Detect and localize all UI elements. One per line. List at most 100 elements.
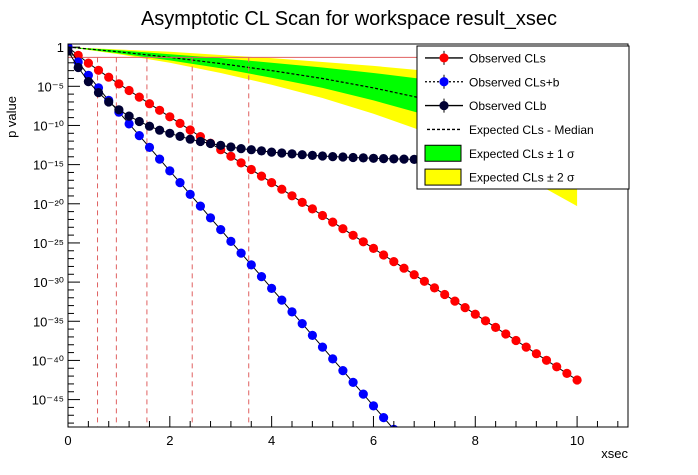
data-point <box>93 65 104 75</box>
data-point <box>93 88 104 98</box>
legend: Observed CLs Observed CLs+b Observed CLb Ex… <box>416 45 630 190</box>
data-point <box>155 105 165 115</box>
data-point <box>277 184 287 194</box>
data-point <box>358 389 368 399</box>
data-point <box>144 142 155 152</box>
data-point <box>379 413 389 423</box>
data-point <box>480 316 491 326</box>
data-point <box>348 377 358 387</box>
data-point <box>368 153 379 163</box>
data-point <box>420 460 429 469</box>
x-tick-label: 6 <box>370 433 377 448</box>
data-point <box>114 79 124 89</box>
legend-label: Expected CLs ± 2 σ <box>469 171 575 185</box>
data-point <box>307 330 317 340</box>
legend-item-band2: Expected CLs ± 2 σ <box>424 168 575 186</box>
data-point <box>277 148 287 158</box>
data-point <box>226 151 236 161</box>
data-point <box>287 149 297 159</box>
data-point <box>216 140 226 150</box>
data-point <box>368 243 379 253</box>
legend-item-band1: Expected CLs ± 1 σ <box>424 144 575 162</box>
y-tick-label: 10⁻³⁰ <box>33 275 64 290</box>
y-tick-label: 10⁻⁵ <box>37 79 64 94</box>
data-point <box>338 366 348 376</box>
data-point <box>205 213 216 223</box>
legend-label: Observed CLs+b <box>469 75 560 89</box>
data-point <box>236 248 246 258</box>
data-point <box>297 150 307 160</box>
data-point <box>165 166 175 176</box>
x-axis-label: xsec <box>601 446 628 461</box>
data-point <box>511 335 521 346</box>
data-point <box>226 236 236 246</box>
data-point <box>348 230 358 240</box>
y-tick-label: 1 <box>57 40 64 55</box>
data-point <box>267 147 277 157</box>
data-point <box>267 283 277 293</box>
data-point <box>317 210 328 221</box>
data-point <box>368 401 379 411</box>
axes: 0 2 4 6 8 10 1 10⁻⁵ 10⁻¹⁰ 10⁻¹⁵ 10⁻²⁰ 10⁻²⁵ 10⁻³⁰ 10⁻… <box>32 40 629 448</box>
data-point <box>399 437 408 446</box>
legend-label: Expected CLs ± 1 σ <box>469 147 575 161</box>
legend-item-clsb: Observed CLs+b <box>425 74 560 89</box>
data-point <box>246 145 256 155</box>
data-point <box>307 150 317 160</box>
data-point <box>531 349 542 359</box>
data-point <box>338 224 348 234</box>
data-point <box>429 283 440 293</box>
data-point <box>521 342 531 352</box>
data-point <box>144 121 155 131</box>
data-point <box>450 296 460 306</box>
legend-item-cls: Observed CLs <box>425 50 546 65</box>
data-point <box>501 329 511 339</box>
data-point <box>256 146 267 156</box>
x-tick-label: 2 <box>166 433 173 448</box>
data-point <box>175 178 185 188</box>
x-tick-label: 4 <box>268 433 275 448</box>
legend-box <box>416 45 630 190</box>
data-point <box>185 189 195 199</box>
data-point <box>419 276 429 286</box>
y-tick-label: 10⁻²⁵ <box>33 236 64 251</box>
data-point <box>73 62 83 73</box>
data-point <box>287 191 297 201</box>
x-tick-label: 8 <box>472 433 479 448</box>
data-point <box>104 97 114 107</box>
data-point <box>470 309 480 319</box>
data-point <box>256 171 267 181</box>
data-series <box>68 44 582 469</box>
data-point <box>328 217 338 227</box>
data-point <box>83 77 93 87</box>
legend-label: Expected CLs - Median <box>469 123 594 137</box>
data-point <box>68 46 73 56</box>
data-point <box>491 322 501 332</box>
data-point <box>358 153 368 163</box>
data-point <box>216 225 226 235</box>
data-point <box>124 119 134 129</box>
data-point <box>297 197 307 207</box>
data-point <box>317 342 328 352</box>
data-point <box>328 354 338 364</box>
data-point <box>256 272 267 282</box>
data-point <box>267 178 277 188</box>
data-point <box>205 138 216 149</box>
data-point <box>155 125 165 135</box>
data-point <box>552 362 562 372</box>
x-tick-label: 10 <box>570 433 584 448</box>
data-point <box>134 116 144 127</box>
y-tick-label: 10⁻¹⁵ <box>33 158 64 173</box>
data-point <box>124 111 134 121</box>
reference-lines <box>68 56 628 427</box>
legend-item-clb: Observed CLb <box>425 98 547 113</box>
data-point <box>144 99 155 109</box>
data-point <box>409 270 419 280</box>
data-point <box>134 131 144 141</box>
data-point <box>165 128 175 138</box>
legend-item-median: Expected CLs - Median <box>427 123 594 137</box>
data-point <box>389 257 399 267</box>
data-point <box>338 152 348 162</box>
legend-label: Observed CLs <box>469 51 546 65</box>
